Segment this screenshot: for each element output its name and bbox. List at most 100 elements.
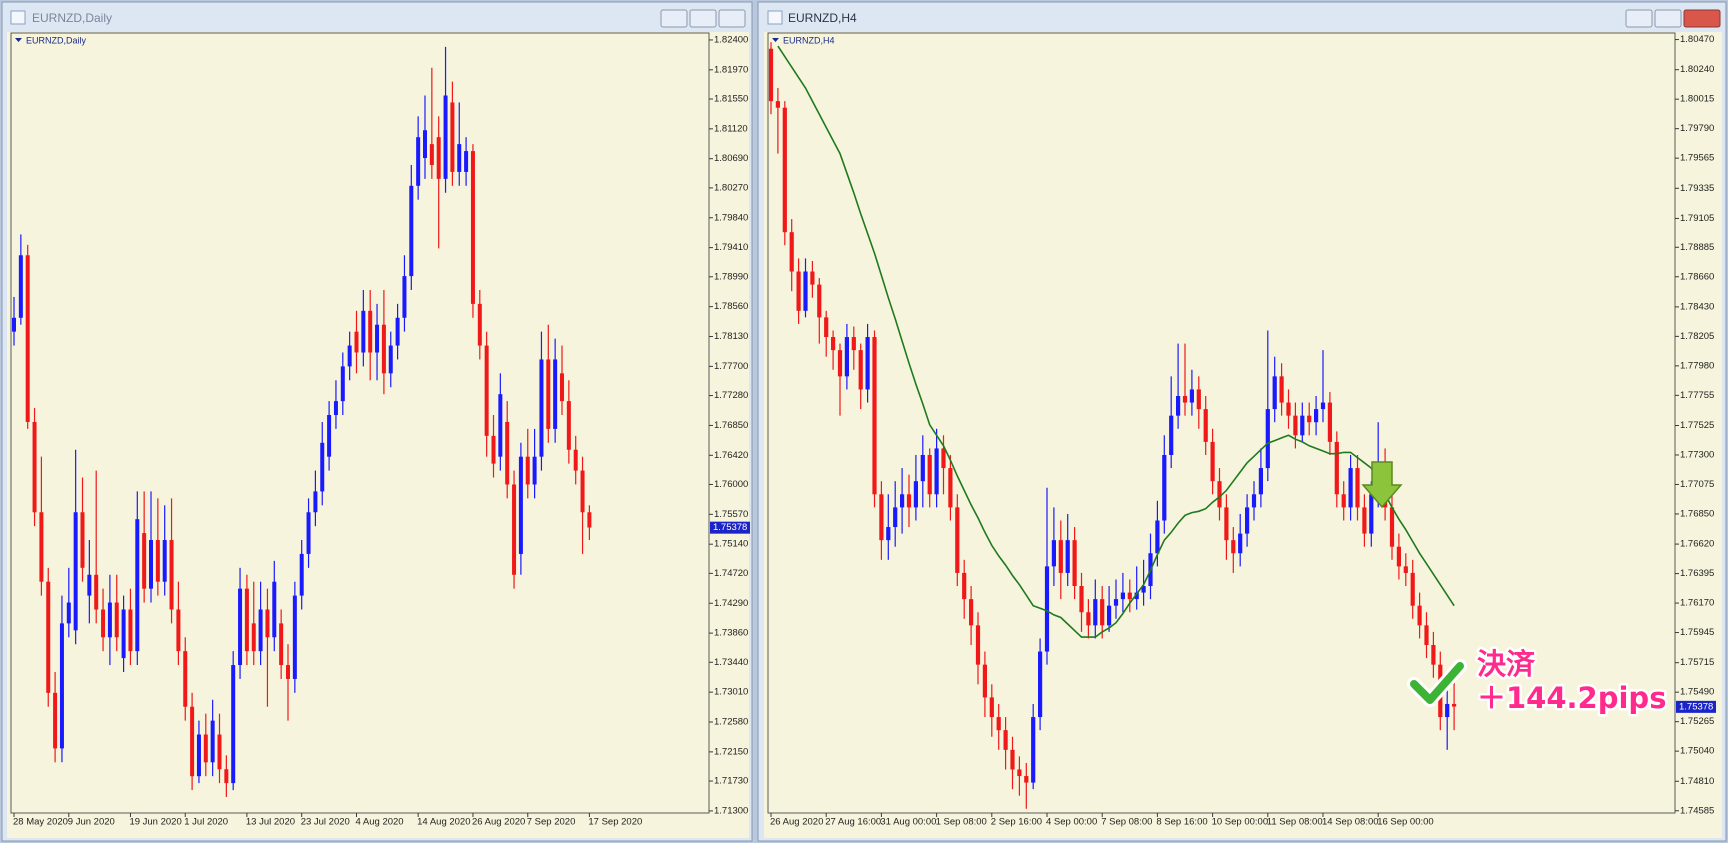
minimize-button[interactable]	[1625, 9, 1653, 28]
candle-body	[810, 271, 815, 285]
maximize-button[interactable]	[1654, 9, 1682, 28]
candle-body	[1424, 625, 1429, 645]
window-icon	[767, 10, 783, 25]
x-tick-label: 7 Sep 08:00	[1101, 817, 1152, 828]
y-tick-label: 1.80270	[714, 182, 748, 193]
candle-body	[1286, 402, 1291, 416]
candle-body	[1293, 415, 1298, 436]
y-tick-label: 1.81970	[714, 64, 748, 75]
y-tick-label: 1.77075	[1680, 479, 1714, 490]
y-tick-label: 1.75715	[1680, 657, 1714, 668]
candle-body	[1258, 468, 1263, 495]
candle-body	[477, 303, 482, 346]
candle-body	[53, 692, 58, 749]
candle-body	[354, 331, 359, 353]
x-tick-label: 4 Sep 00:00	[1046, 817, 1097, 828]
candle-body	[1189, 389, 1194, 403]
candle-body	[865, 337, 870, 390]
candle-body	[851, 337, 856, 351]
candle-body	[1348, 468, 1353, 508]
candle-body	[1203, 409, 1208, 442]
candle-body	[1403, 566, 1408, 573]
candle-body	[224, 769, 229, 784]
y-tick-label: 1.76620	[1680, 539, 1714, 550]
y-tick-label: 1.76850	[1680, 508, 1714, 519]
candle-body	[982, 664, 987, 698]
candle-body	[1300, 415, 1305, 436]
candle-body	[258, 609, 263, 652]
candle-body	[969, 599, 974, 626]
candle-body	[1051, 540, 1056, 567]
y-tick-label: 1.76420	[714, 450, 748, 461]
y-tick-label: 1.75140	[714, 539, 748, 550]
candle-body	[546, 359, 551, 429]
candle-body	[532, 456, 537, 485]
y-tick-label: 1.77300	[1680, 449, 1714, 460]
candle-body	[46, 581, 51, 693]
x-tick-label: 9 Jun 2020	[68, 817, 115, 828]
candle-body	[470, 151, 475, 304]
candle-body	[539, 359, 544, 457]
candle-body	[107, 602, 112, 638]
candle-body	[333, 401, 338, 416]
candle-body	[1452, 703, 1457, 707]
y-tick-label: 1.75265	[1680, 716, 1714, 727]
candle-body	[587, 512, 592, 528]
y-tick-label: 1.80470	[1680, 34, 1714, 45]
candle-body	[409, 185, 414, 277]
candle-body	[375, 324, 380, 353]
x-tick-label: 11 Sep 08:00	[1267, 817, 1323, 828]
candle-body	[18, 255, 23, 318]
y-tick-label: 1.76170	[1680, 598, 1714, 609]
candle-body	[1058, 540, 1063, 573]
candle-body	[1265, 409, 1270, 469]
y-tick-label: 1.80240	[1680, 64, 1714, 75]
candle-body	[1396, 546, 1401, 567]
candle-body	[320, 442, 325, 492]
current-price-label: 1.75378	[713, 522, 747, 533]
window-title: EURNZD,Daily	[32, 11, 112, 25]
candle-body	[580, 470, 585, 513]
x-tick-label: 10 Sep 00:00	[1212, 817, 1269, 828]
candle-body	[1410, 572, 1415, 606]
candle-body	[934, 448, 939, 495]
candle-body	[196, 734, 201, 777]
close-button[interactable]	[718, 9, 746, 28]
candle-body	[1334, 441, 1339, 495]
candle-body	[913, 481, 918, 508]
candle-body	[416, 137, 421, 186]
candle-body	[484, 345, 489, 436]
candle-body	[1086, 612, 1091, 626]
candle-body	[1024, 776, 1029, 783]
y-tick-label: 1.79840	[714, 212, 748, 223]
candle-body	[176, 609, 181, 652]
candle-body	[1431, 644, 1436, 665]
candle-body	[169, 540, 174, 610]
candle-body	[135, 519, 140, 652]
candle-body	[505, 421, 510, 485]
candle-body	[183, 651, 188, 707]
y-tick-label: 1.76850	[714, 420, 748, 431]
chart-area	[764, 32, 1722, 838]
current-price-box	[1676, 700, 1716, 713]
candle-body	[789, 232, 794, 272]
candle-body	[920, 454, 925, 482]
candle-body	[1038, 651, 1043, 718]
close-button[interactable]	[1683, 9, 1721, 28]
maximize-button[interactable]	[689, 9, 717, 28]
candle-body	[1210, 441, 1215, 482]
candle-body	[1162, 454, 1167, 521]
candle-body	[1389, 507, 1395, 547]
annotation: ＋144.2pips	[1477, 681, 1666, 715]
candle-body	[313, 491, 318, 513]
candle-body	[989, 697, 994, 718]
y-tick-label: 1.79790	[1680, 123, 1714, 134]
menu-triangle	[772, 38, 779, 42]
y-tick-label: 1.78130	[714, 331, 748, 342]
candle-body	[162, 540, 167, 582]
y-tick-label: 1.71730	[714, 776, 748, 787]
minimize-button[interactable]	[660, 9, 688, 28]
x-tick-label: 16 Sep 00:00	[1377, 817, 1434, 828]
candle-body	[948, 468, 953, 508]
candle-body	[1238, 533, 1243, 554]
